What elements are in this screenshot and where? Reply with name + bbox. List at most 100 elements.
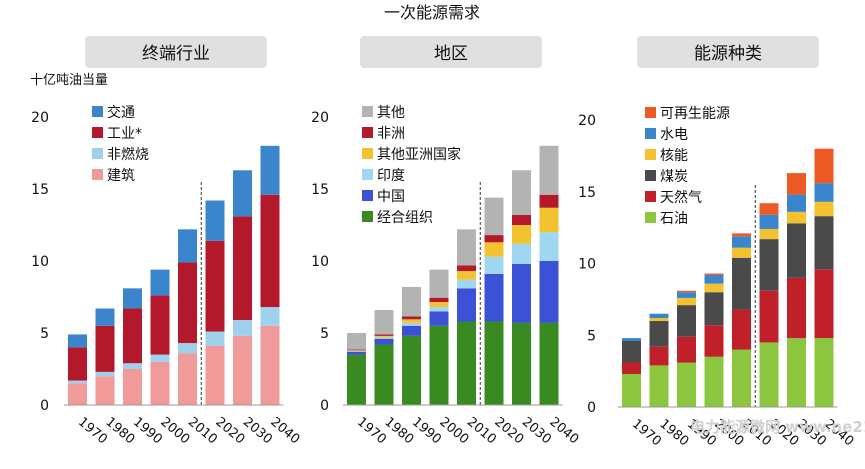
bar-segment [429,302,449,308]
panel-2: 地区 0 5 10 15 20 197019801990200020102020203020… [311,36,581,447]
bar-segment [68,347,87,381]
legend-label: 印度 [377,168,405,184]
bar-segment [402,335,421,405]
legend-swatch [92,148,103,159]
y-tick-label: 5 [40,326,49,342]
x-tick-label: 2020 [212,415,247,448]
bar-segment [347,350,366,351]
x-tick-label: 2030 [240,415,275,448]
bar-segment [484,197,504,236]
legend-swatch [92,106,103,117]
bar-segment [704,274,724,284]
y-unit-label: 十亿吨油当量 [30,73,108,88]
bar-segment [814,201,834,217]
y-tick-label: 0 [587,400,596,416]
watermark: 电力能源微网 www.ne21.com [690,418,865,436]
bar-segment [95,371,115,377]
x-tick-label: 1990 [409,415,444,448]
bar-segment [374,334,394,336]
bar-segment [123,288,142,309]
legend-label: 天然气 [660,189,702,206]
y-tick-label: 15 [31,182,49,198]
bar-segment [732,349,751,407]
bar-segment [68,380,87,384]
bar-segment [402,286,421,317]
panel-3: 能源种类051015201970198019902000201020202030… [578,36,856,449]
bar-segment [402,319,421,323]
bar-segment [787,211,806,224]
bar-segment [205,345,225,405]
legend-swatch [645,212,656,223]
x-tick-label: 2040 [546,415,581,448]
legend-swatch [645,149,656,160]
y-tick-label: 15 [311,182,329,198]
legend-label: 非燃烧 [107,146,149,163]
bar-segment [205,200,225,241]
bar-segment [374,338,394,345]
legend-swatch [645,170,656,181]
bar-segment [512,322,531,405]
y-tick-label: 0 [320,398,329,414]
bar-segment [260,307,280,326]
bar-segment [347,351,366,352]
x-tick-label: 1970 [629,417,664,450]
x-tick-label: 2010 [464,415,499,448]
bar-segment [457,229,476,266]
legend-label: 煤炭 [660,169,688,185]
bar-segment [732,233,751,237]
legend-swatch [645,128,656,139]
bar-segment [484,242,504,257]
legend-swatch [645,191,656,202]
bar-segment [347,351,366,355]
y-tick-label: 15 [578,185,596,201]
bar-segment [484,321,504,405]
bar-segment [732,309,751,350]
bar-segment [622,373,641,407]
bar-segment [178,343,197,354]
bar-segment [732,257,751,310]
bar-segment [677,292,696,298]
bar-segment [484,256,504,274]
x-tick-label: 2000 [436,415,471,448]
panel-title: 地区 [434,44,468,64]
legend-label: 水电 [660,127,688,143]
bar-segment [457,271,476,280]
legend-label: 建筑 [107,168,135,184]
bar-segment [374,337,394,339]
bar-segment [484,273,504,322]
bar-segment [402,322,421,326]
bar-segment [150,354,170,362]
bar-segment [787,173,806,195]
legend-swatch [92,127,103,138]
legend-swatch [362,211,373,222]
bar-segment [787,277,806,339]
bar-segment [402,325,421,336]
bar-segment [95,308,115,326]
bar-segment [539,261,559,323]
legend-label: 其他亚洲国家 [377,146,461,163]
legend-label: 工业* [107,126,142,142]
x-tick-label: 2000 [157,415,192,448]
bar-segment [205,331,225,346]
bar-segment [539,145,559,195]
panel-1: 终端行业 0 5 10 15 20 1970198019902000201020202030… [31,36,302,447]
bar-segment [814,148,834,184]
bar-segment [704,283,724,293]
bar-segment [95,376,115,405]
x-tick-label: 1970 [354,415,389,448]
bar-segment [205,240,225,332]
legend-label: 交通 [107,104,135,121]
bar-segment [759,203,779,215]
bar-segment [649,318,669,321]
bar-segment [814,216,834,270]
bar-segment [178,229,197,263]
legend-swatch [645,107,656,118]
bar-segment [512,243,531,264]
y-tick-label: 20 [578,113,596,129]
bar-segment [123,363,142,369]
legend-swatch [362,106,373,117]
bar-segment [649,365,669,407]
x-tick-label: 2020 [491,415,526,448]
panel-title-box [85,36,267,68]
bar-segment [814,183,834,202]
